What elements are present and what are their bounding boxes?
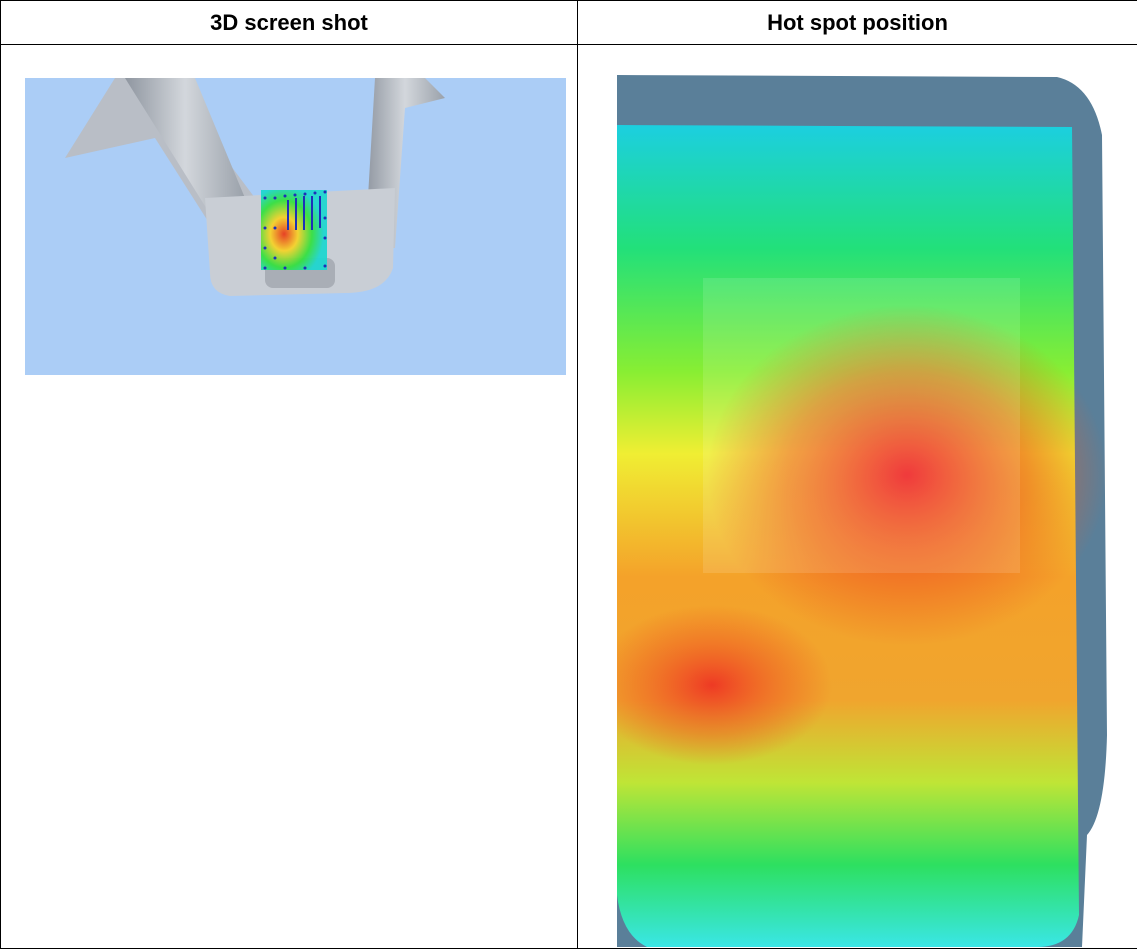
image-row xyxy=(0,44,1137,949)
image-cell xyxy=(0,44,578,949)
hotspot-map xyxy=(617,75,1107,947)
header-cell: Hot spot position xyxy=(577,0,1137,45)
header-cell: 3D screen shot xyxy=(0,0,578,45)
image-cell xyxy=(577,44,1137,949)
header-row: 3D screen shot Hot spot position xyxy=(0,0,1137,45)
screenshot-3d xyxy=(25,78,566,375)
